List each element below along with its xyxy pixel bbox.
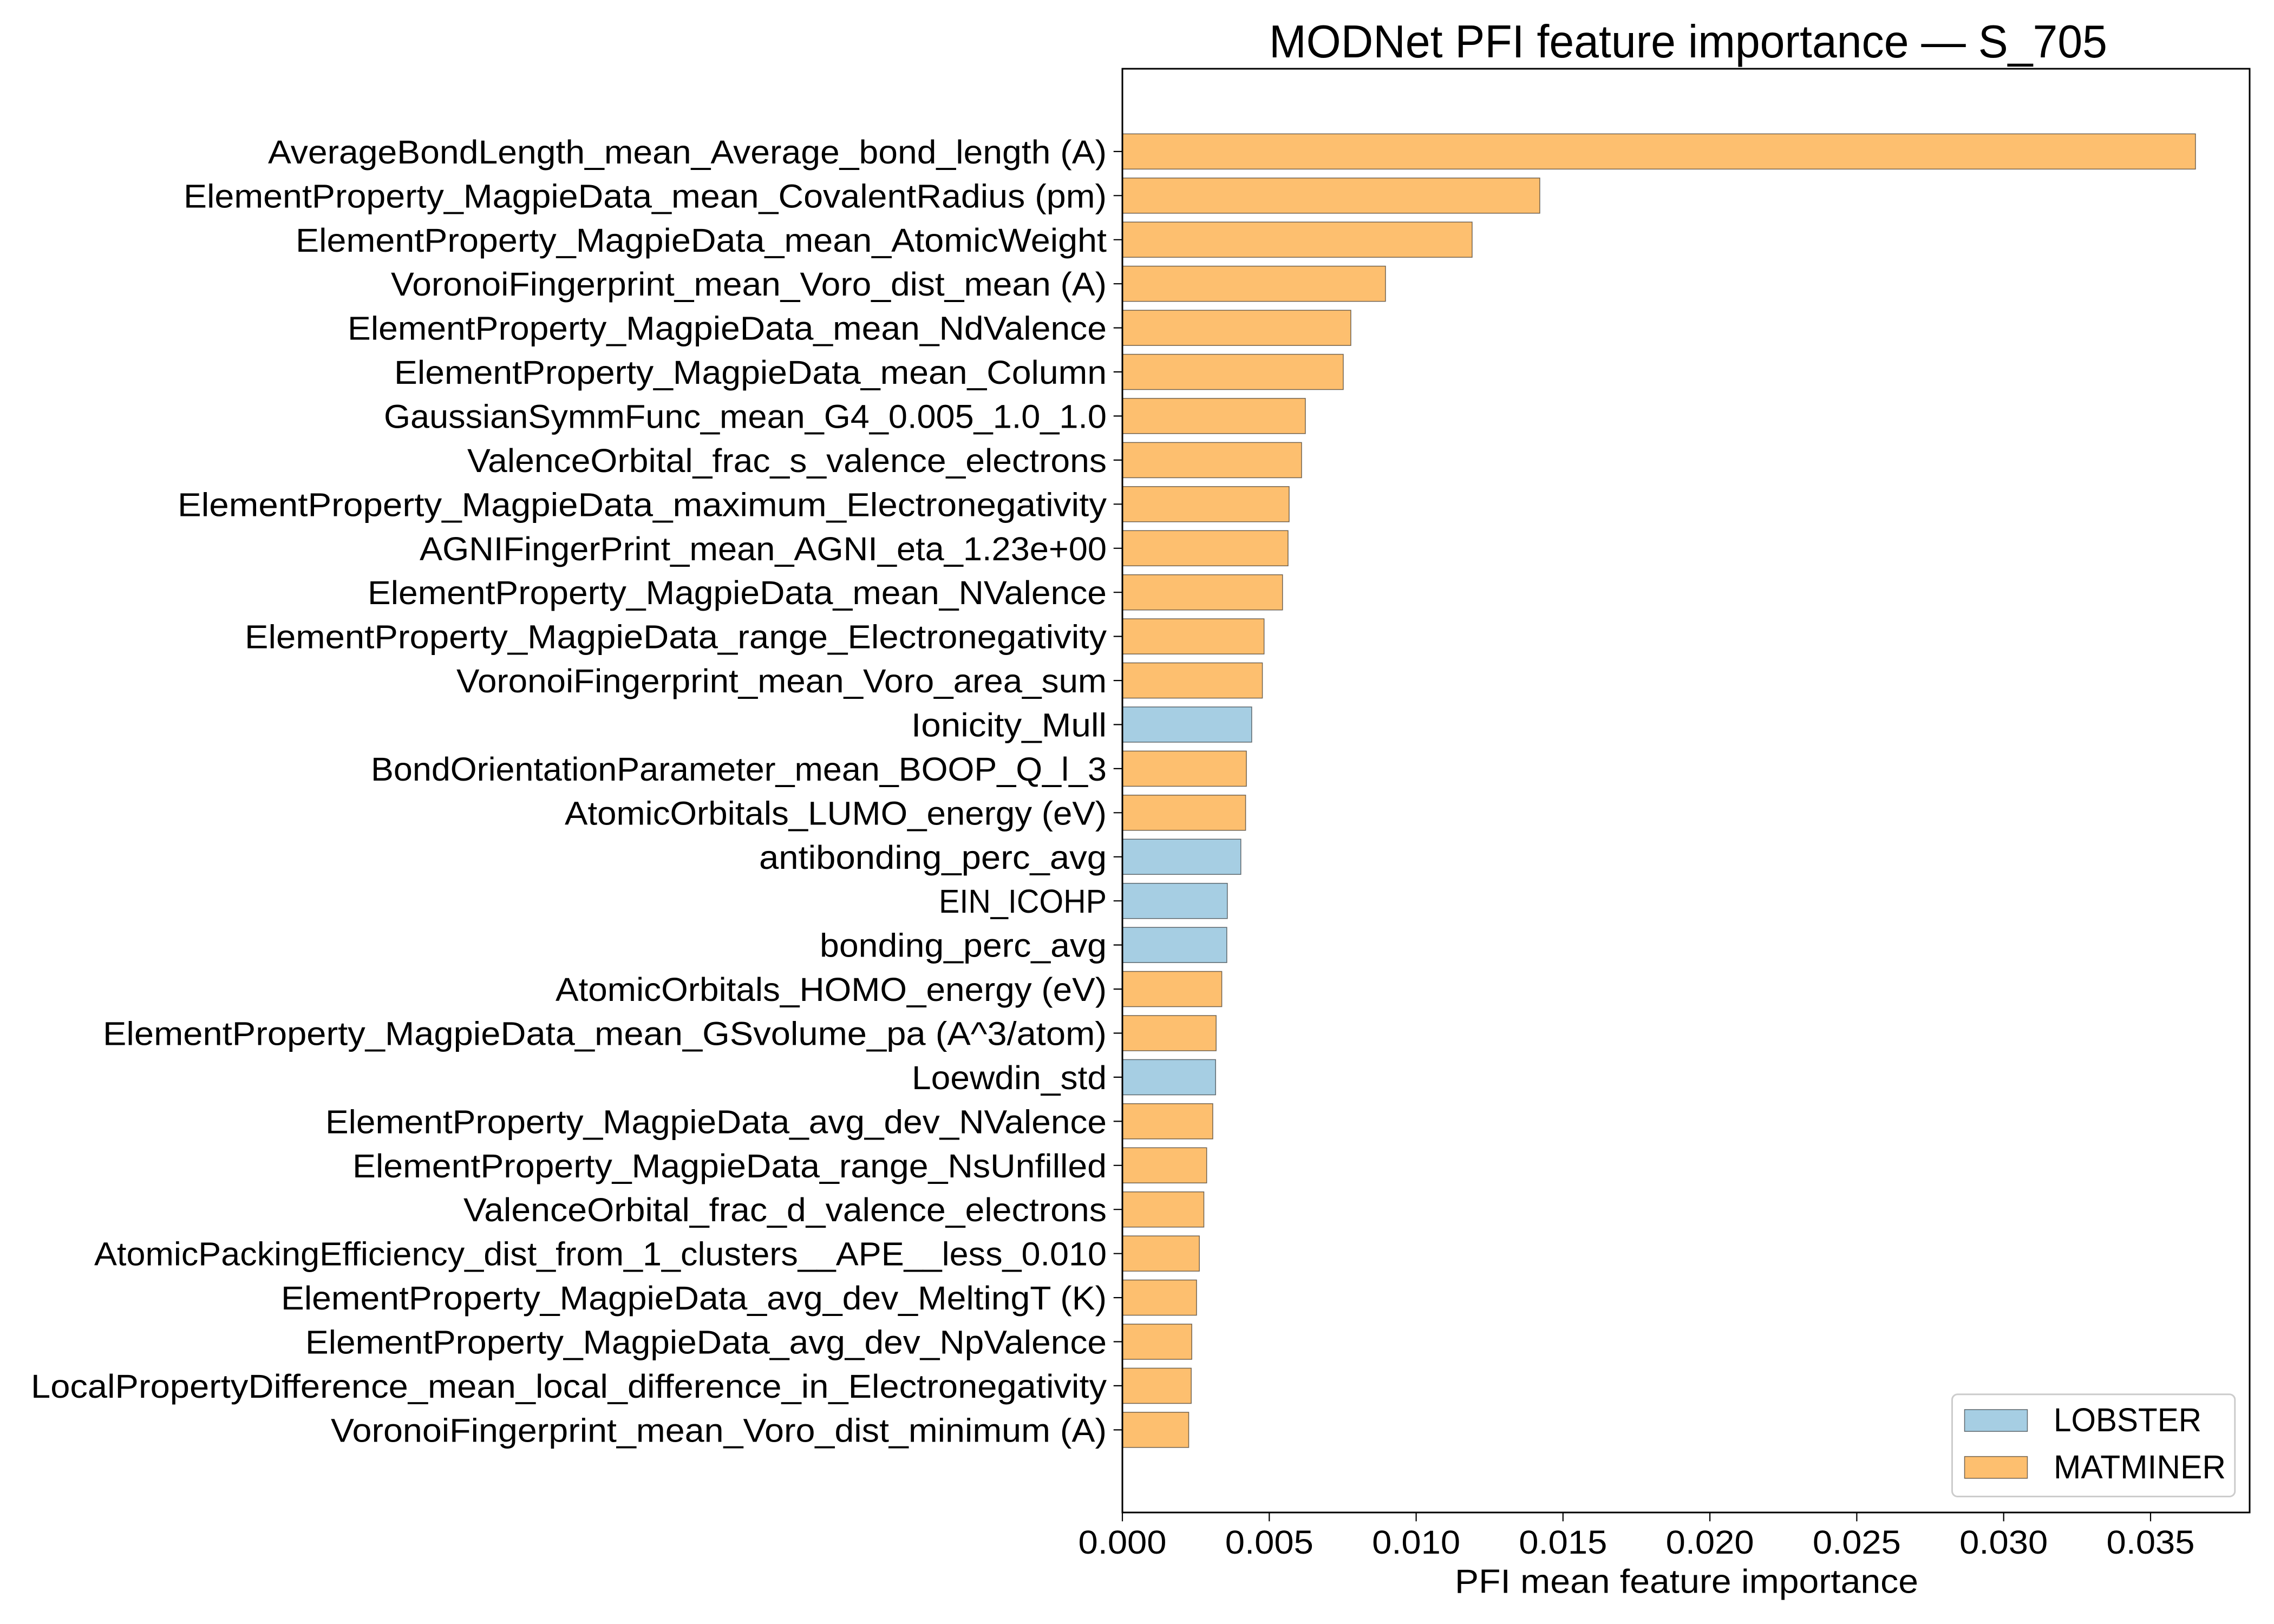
svg-text:MODNet PFI feature importance: MODNet PFI feature importance — S_705 (1269, 16, 2107, 68)
svg-text:ElementProperty_MagpieData_max: ElementProperty_MagpieData_maximum_Elect… (178, 486, 1107, 523)
svg-text:LOBSTER: LOBSTER (2054, 1402, 2201, 1438)
svg-text:ValenceOrbital_frac_s_valence_: ValenceOrbital_frac_s_valence_electrons (467, 442, 1107, 479)
svg-text:ElementProperty_MagpieData_mea: ElementProperty_MagpieData_mean_NValence (368, 574, 1107, 611)
svg-text:ElementProperty_MagpieData_mea: ElementProperty_MagpieData_mean_NdValenc… (348, 310, 1107, 347)
svg-text:ElementProperty_MagpieData_mea: ElementProperty_MagpieData_mean_AtomicWe… (296, 222, 1107, 259)
svg-text:ElementProperty_MagpieData_mea: ElementProperty_MagpieData_mean_Covalent… (184, 178, 1107, 214)
svg-text:bonding_perc_avg: bonding_perc_avg (820, 927, 1107, 964)
svg-text:0.025: 0.025 (1813, 1524, 1901, 1561)
svg-text:EIN_ICOHP: EIN_ICOHP (939, 883, 1107, 920)
svg-text:AtomicOrbitals_LUMO_energy (eV: AtomicOrbitals_LUMO_energy (eV) (565, 795, 1107, 831)
svg-text:AverageBondLength_mean_Average: AverageBondLength_mean_Average_bond_leng… (268, 134, 1107, 171)
svg-text:0.020: 0.020 (1666, 1524, 1754, 1561)
svg-text:0.030: 0.030 (1959, 1524, 2048, 1561)
svg-text:Loewdin_std: Loewdin_std (912, 1059, 1107, 1096)
svg-text:MATMINER: MATMINER (2054, 1449, 2226, 1485)
svg-text:ElementProperty_MagpieData_ran: ElementProperty_MagpieData_range_NsUnfil… (352, 1148, 1107, 1184)
svg-text:Ionicity_Mull: Ionicity_Mull (911, 707, 1107, 744)
svg-text:VoronoiFingerprint_mean_Voro_a: VoronoiFingerprint_mean_Voro_area_sum (456, 663, 1107, 699)
svg-text:LocalPropertyDifference_mean_l: LocalPropertyDifference_mean_local_diffe… (31, 1368, 1107, 1405)
svg-text:ElementProperty_MagpieData_mea: ElementProperty_MagpieData_mean_GSvolume… (103, 1016, 1107, 1052)
svg-text:ElementProperty_MagpieData_avg: ElementProperty_MagpieData_avg_dev_Melti… (281, 1280, 1107, 1317)
svg-text:antibonding_perc_avg: antibonding_perc_avg (759, 839, 1107, 876)
svg-text:0.005: 0.005 (1225, 1524, 1314, 1561)
svg-text:0.035: 0.035 (2107, 1524, 2195, 1561)
svg-text:AtomicPackingEfficiency_dist_f: AtomicPackingEfficiency_dist_from_1_clus… (94, 1236, 1107, 1273)
svg-text:AtomicOrbitals_HOMO_energy (eV: AtomicOrbitals_HOMO_energy (eV) (556, 971, 1107, 1008)
svg-text:PFI mean feature importance: PFI mean feature importance (1455, 1563, 1918, 1601)
svg-text:AGNIFingerPrint_mean_AGNI_eta_: AGNIFingerPrint_mean_AGNI_eta_1.23e+00 (420, 531, 1107, 567)
svg-text:ValenceOrbital_frac_d_valence_: ValenceOrbital_frac_d_valence_electrons (463, 1191, 1107, 1228)
svg-text:0.000: 0.000 (1079, 1524, 1167, 1561)
svg-text:0.015: 0.015 (1519, 1524, 1607, 1561)
svg-text:GaussianSymmFunc_mean_G4_0.005: GaussianSymmFunc_mean_G4_0.005_1.0_1.0 (384, 398, 1107, 435)
svg-text:0.010: 0.010 (1372, 1524, 1460, 1561)
svg-text:ElementProperty_MagpieData_avg: ElementProperty_MagpieData_avg_dev_NVale… (325, 1103, 1107, 1140)
svg-text:VoronoiFingerprint_mean_Voro_d: VoronoiFingerprint_mean_Voro_dist_mean (… (391, 266, 1107, 303)
svg-text:BondOrientationParameter_mean_: BondOrientationParameter_mean_BOOP_Q_l_3 (371, 751, 1107, 788)
svg-text:ElementProperty_MagpieData_mea: ElementProperty_MagpieData_mean_Column (394, 354, 1107, 391)
svg-text:ElementProperty_MagpieData_ran: ElementProperty_MagpieData_range_Electro… (245, 619, 1107, 656)
svg-text:ElementProperty_MagpieData_avg: ElementProperty_MagpieData_avg_dev_NpVal… (305, 1324, 1107, 1361)
svg-text:VoronoiFingerprint_mean_Voro_d: VoronoiFingerprint_mean_Voro_dist_minimu… (331, 1412, 1107, 1449)
